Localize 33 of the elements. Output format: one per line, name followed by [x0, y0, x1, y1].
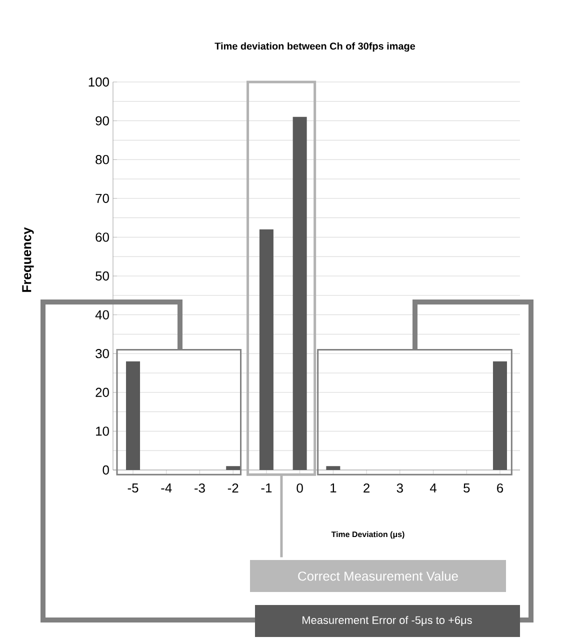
x-tick-label: 4	[430, 483, 436, 492]
y-tick-label: 30	[96, 349, 109, 358]
y-tick-label: 70	[96, 194, 109, 203]
x-tick-label: 5	[464, 483, 470, 493]
text: Correct Measurement Value	[298, 571, 458, 581]
y-tick-label: 10	[96, 426, 109, 436]
y-tick-label: 60	[96, 232, 109, 242]
x-tick-label: 0	[296, 483, 303, 493]
y-tick-label: 20	[96, 388, 109, 397]
x-tick-label: -5	[128, 483, 138, 493]
x-tick-label: -2	[228, 483, 238, 493]
x-tick-label: -3	[194, 483, 205, 493]
y-tick-label: 80	[96, 155, 109, 164]
bar	[126, 361, 140, 470]
y-tick-label: 100	[88, 77, 109, 87]
chart-title: Time deviation between Ch of 30fps image	[214, 42, 416, 52]
x-tick-label: -4	[161, 483, 172, 492]
bar	[226, 466, 240, 470]
bar	[492, 361, 507, 470]
y-tick-label: 90	[96, 116, 109, 126]
x-tick-label: 6	[497, 483, 504, 493]
text: Measurement Error of -5μs to +6μs	[302, 616, 472, 626]
bar	[326, 466, 340, 470]
y-tick-label: 0	[102, 465, 109, 475]
bar	[292, 116, 307, 470]
y-tick-label: 50	[96, 271, 109, 281]
x-tick-label: 3	[396, 483, 403, 493]
x-tick-label: 1	[330, 483, 336, 492]
x-tick-label: -1	[261, 483, 272, 492]
y-axis-title: Frequency	[22, 227, 34, 292]
bar	[259, 229, 274, 470]
y-tick-label: 40	[95, 310, 109, 320]
x-tick-label: 2	[364, 483, 370, 493]
